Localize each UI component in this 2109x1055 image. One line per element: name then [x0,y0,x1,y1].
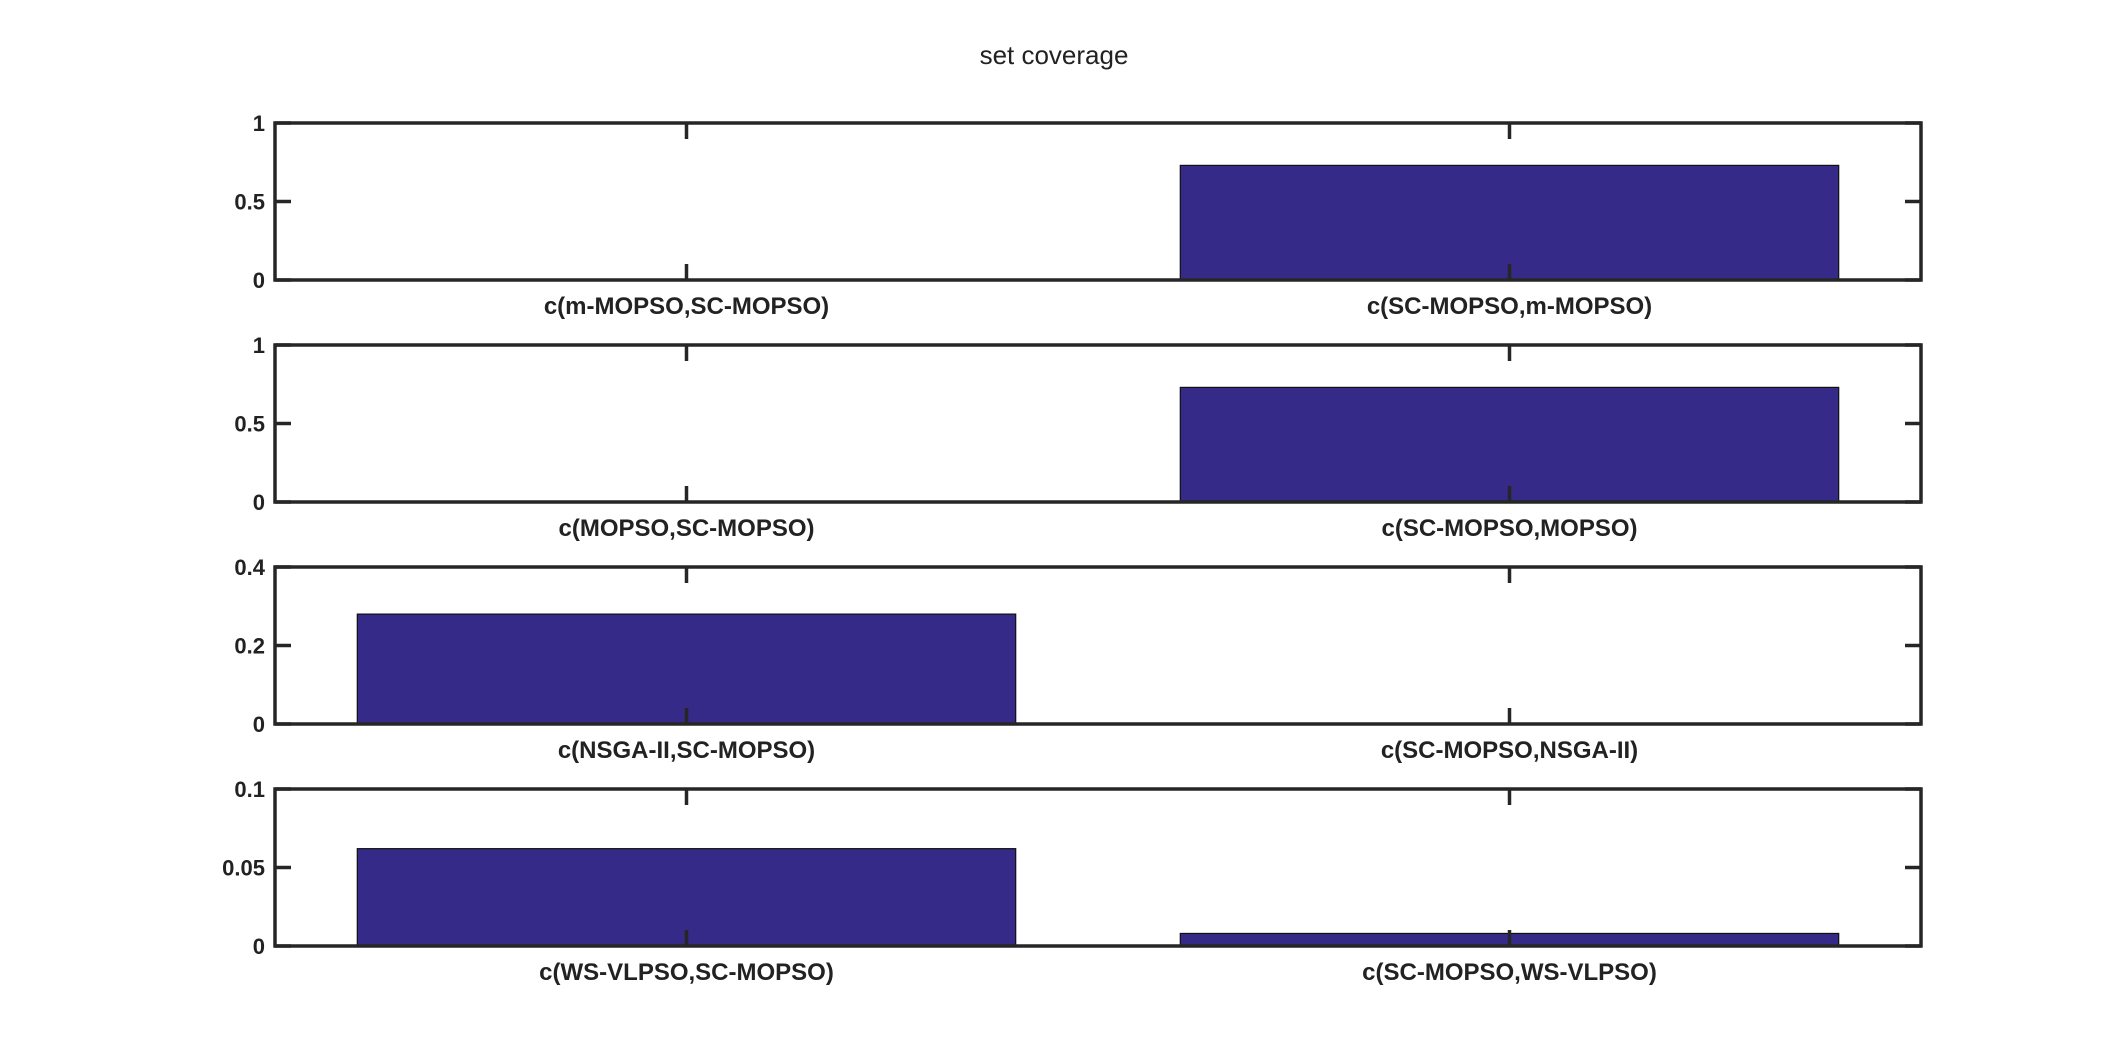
subplot-4: 0 0.05 0.1 c(WS-VLPSO,SC-MOPSO) c(SC-MOPSO,W… [222,777,1923,986]
category-label: c(SC-MOPSO,NSGA-II) [1381,737,1638,764]
subplot-2: 0 0.5 1 c(MOPSO,SC-MOPSO) c(SC-MOPSO,MOPSO) [234,333,1923,542]
y-tick-label: 0.5 [234,190,265,215]
y-tick-label: 0.2 [234,634,265,659]
y-tick-label: 1 [253,111,265,136]
figure-title: set coverage [980,40,1129,70]
y-tick-label: 0 [253,712,265,737]
bar [1179,386,1840,503]
subplots: 0 0.5 1 c(m-MOPSO,SC-MOPSO) c(SC-MOPSO,m-MOP… [222,111,1923,986]
category-label: c(SC-MOPSO,m-MOPSO) [1367,293,1652,320]
y-tick-label: 0.5 [234,412,265,437]
y-tick-label: 0.4 [234,555,265,580]
category-label: c(WS-VLPSO,SC-MOPSO) [539,959,834,986]
category-label: c(SC-MOPSO,MOPSO) [1381,515,1637,542]
y-tick-label: 0 [253,934,265,959]
category-label: c(MOPSO,SC-MOPSO) [558,515,814,542]
y-tick-label: 1 [253,333,265,358]
category-label: c(SC-MOPSO,WS-VLPSO) [1362,959,1657,986]
bar [1179,164,1840,281]
subplot-1: 0 0.5 1 c(m-MOPSO,SC-MOPSO) c(SC-MOPSO,m-MOP… [234,111,1923,320]
subplot-3: 0 0.2 0.4 c(NSGA-II,SC-MOPSO) c(SC-MOPSO,NSG… [234,555,1923,764]
category-label: c(m-MOPSO,SC-MOPSO) [544,293,829,320]
y-tick-label: 0.1 [234,777,265,802]
bar [356,848,1017,947]
y-tick-label: 0.05 [222,856,265,881]
y-tick-label: 0 [253,268,265,293]
category-label: c(NSGA-II,SC-MOPSO) [558,737,815,764]
bar [356,613,1017,725]
y-tick-label: 0 [253,490,265,515]
